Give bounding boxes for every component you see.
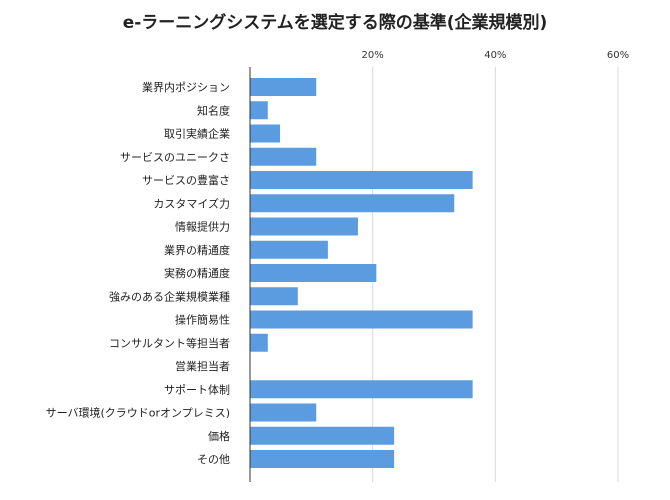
category-label: サーバ環境(クラウドorオンプレミス) — [46, 406, 230, 420]
category-label: 情報提供力 — [175, 220, 230, 234]
x-tick-label: 40% — [484, 50, 506, 61]
bar — [250, 217, 358, 236]
category-label: 知名度 — [197, 103, 230, 117]
bar — [250, 147, 317, 166]
bar — [250, 240, 328, 259]
category-label: サービスの豊富さ — [142, 173, 230, 187]
category-label: 取引実績企業 — [164, 127, 230, 141]
bar — [250, 264, 377, 282]
bar — [250, 124, 281, 143]
category-label: サポート体制 — [164, 382, 230, 396]
category-label: その他 — [197, 453, 230, 466]
bar — [250, 78, 317, 96]
category-label: 営業担当者 — [175, 359, 230, 373]
category-label: コンサルタント等担当者 — [109, 336, 230, 350]
bar — [250, 171, 473, 189]
category-label: 業界内ポジション — [142, 80, 230, 94]
bar — [250, 101, 268, 120]
category-label: 強みのある企業規模業種 — [109, 289, 230, 303]
bar — [250, 287, 298, 306]
category-label: 価格 — [208, 429, 230, 443]
bar — [250, 380, 473, 399]
bar — [250, 333, 268, 352]
category-label: 業界の精通度 — [164, 243, 230, 257]
x-tick-label: 60% — [607, 50, 629, 61]
bar — [250, 426, 395, 445]
bar — [250, 194, 455, 213]
bar — [250, 310, 473, 329]
category-label: 実務の精通度 — [164, 266, 230, 280]
category-label: カスタマイズ力 — [153, 196, 230, 210]
bar — [250, 450, 395, 468]
category-label: 操作簡易性 — [175, 313, 230, 327]
bar — [250, 403, 317, 422]
category-label: サービスのユニークさ — [120, 151, 230, 164]
x-tick-label: 20% — [362, 50, 384, 61]
chart-title: e-ラーニングシステムを選定する際の基準(企業規模別) — [122, 13, 548, 33]
